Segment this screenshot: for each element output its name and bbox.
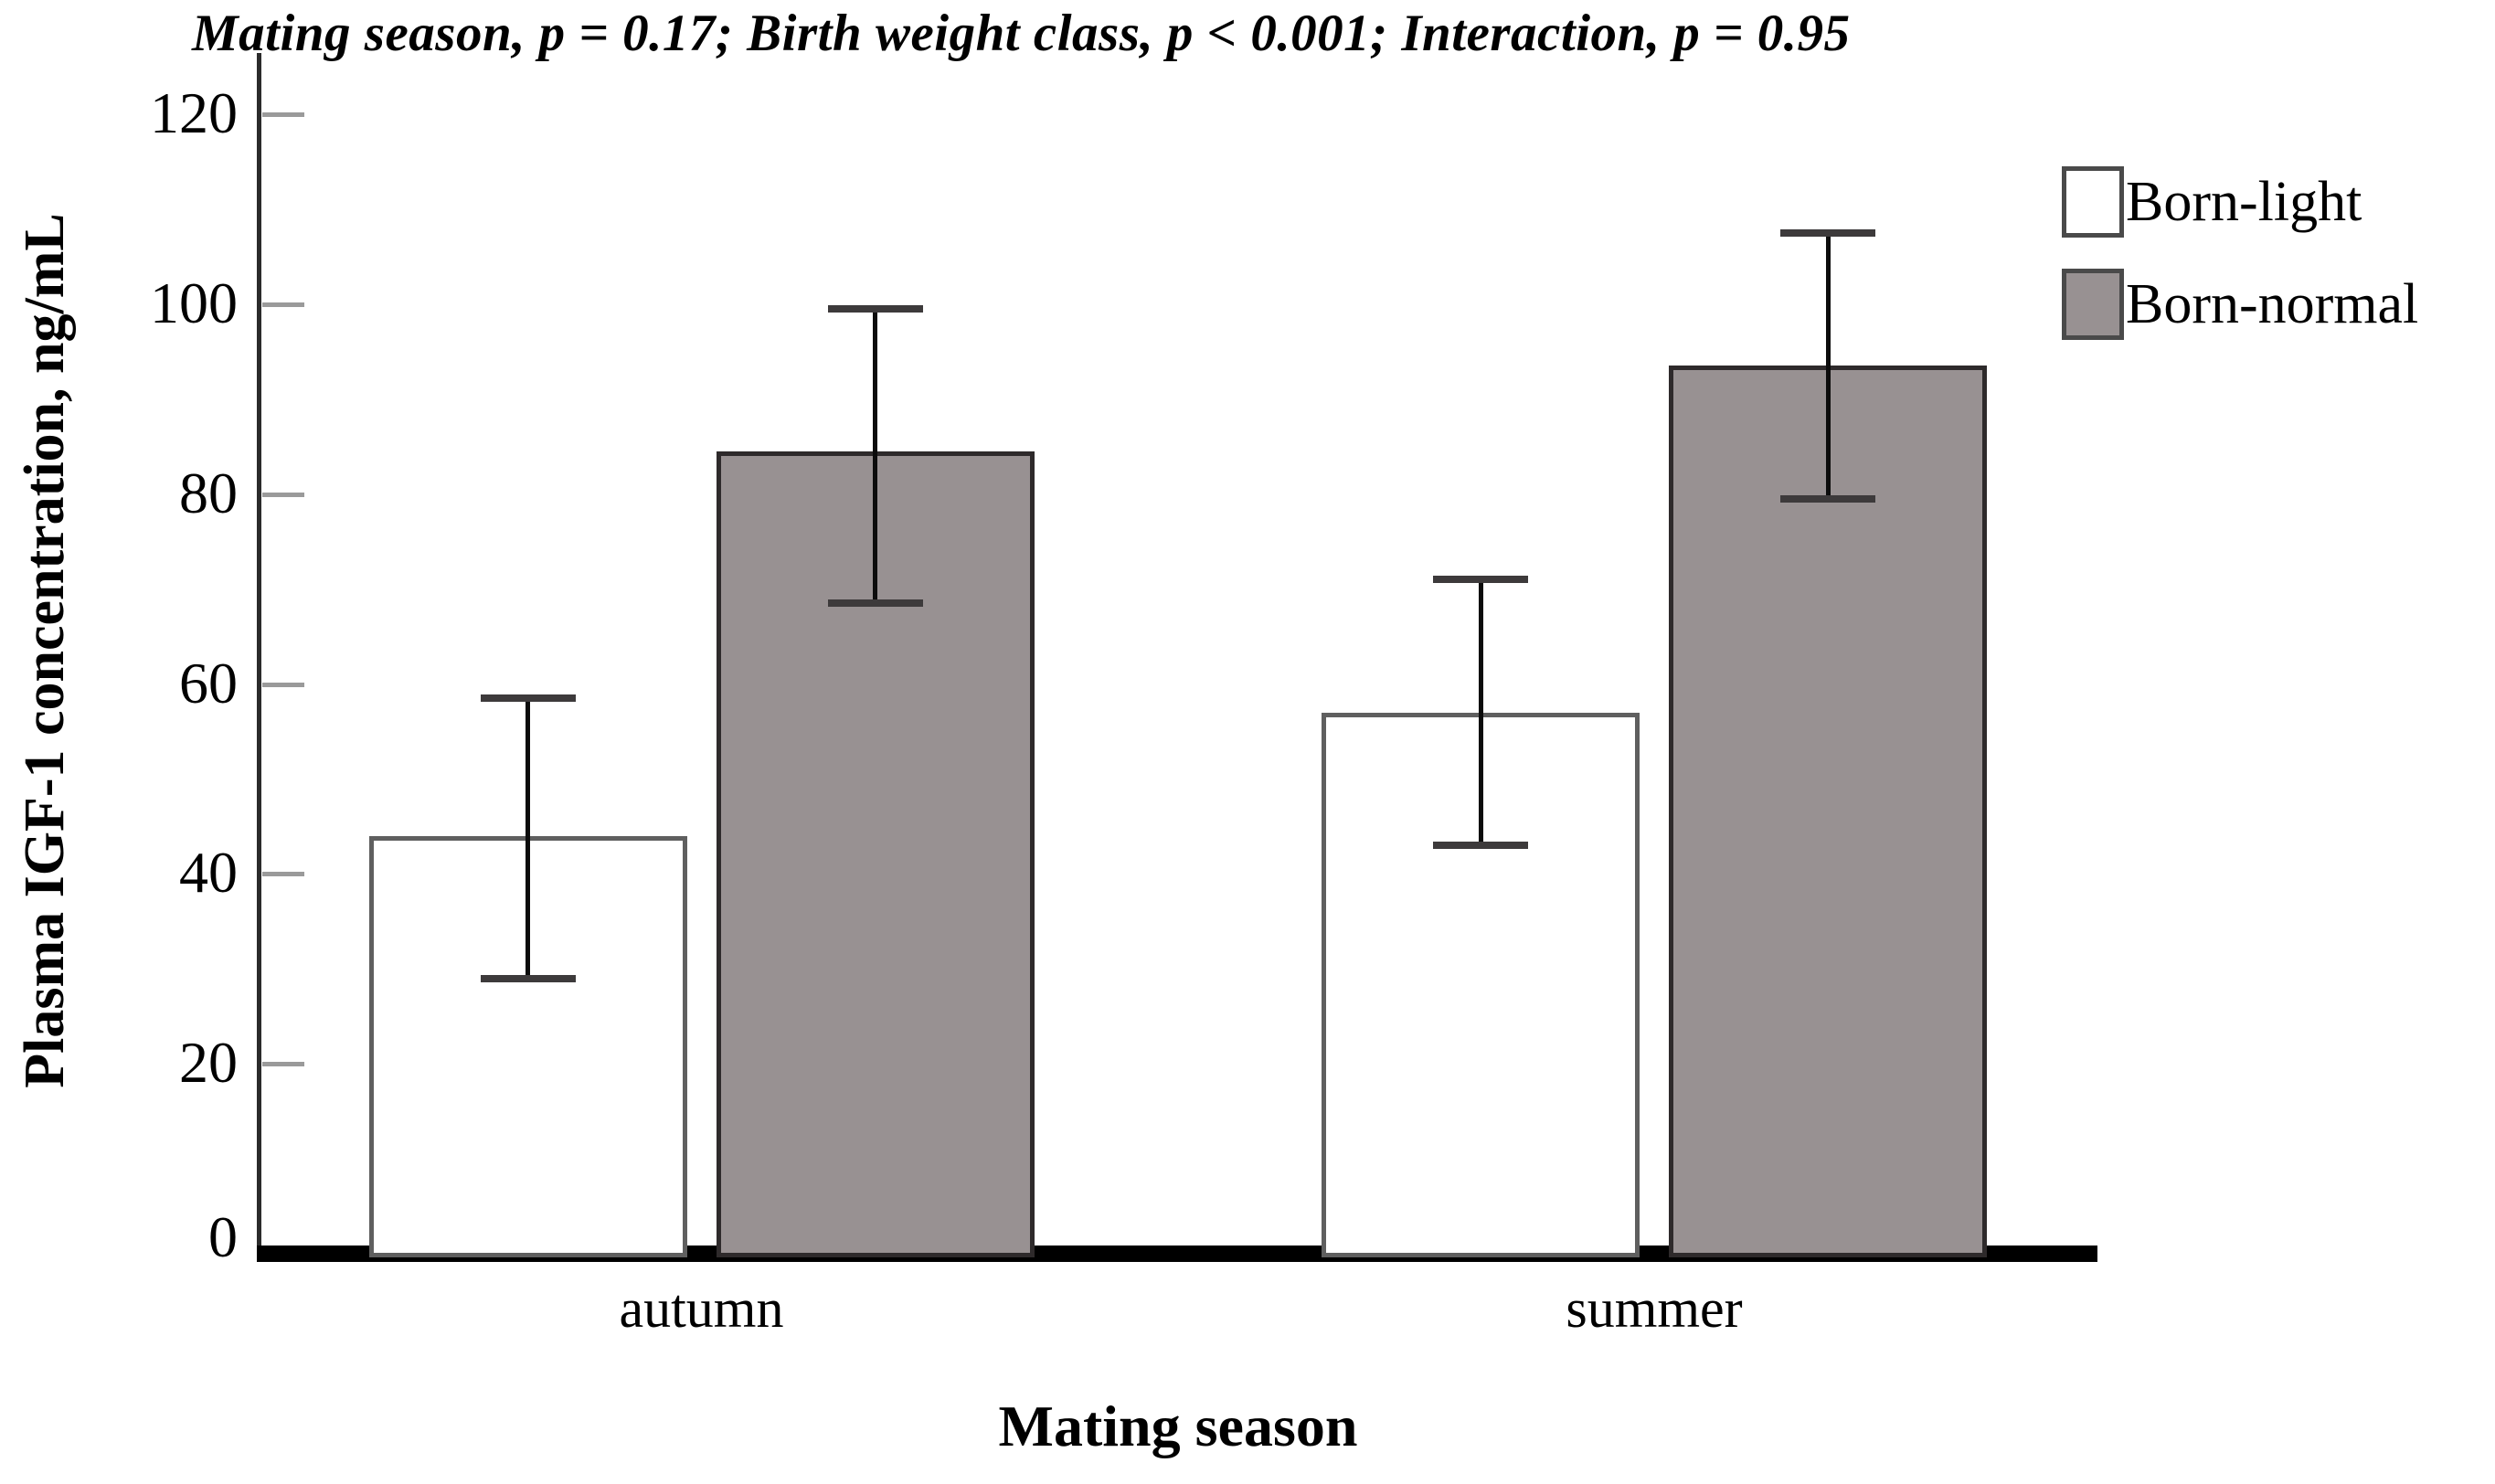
error-line-summer-born-light — [1478, 579, 1483, 846]
error-cap-high-summer-born-normal — [1780, 228, 1875, 237]
legend: Born-light Born-normal — [2062, 166, 2418, 371]
y-axis-title: Plasma IGF-1 concentration, ng/mL — [14, 213, 76, 1088]
y-tick-120 — [262, 112, 304, 117]
error-cap-low-summer-born-light — [1433, 842, 1528, 850]
y-tick-label-0: 0 — [208, 1204, 238, 1269]
error-line-summer-born-normal — [1825, 232, 1831, 499]
legend-label-born-light: Born-light — [2126, 170, 2362, 233]
bar-summer-born-normal — [1669, 366, 1987, 1257]
y-tick-60 — [262, 682, 304, 687]
error-cap-high-autumn-born-light — [480, 694, 576, 703]
legend-swatch-born-light — [2062, 166, 2124, 238]
error-cap-high-autumn-born-normal — [827, 305, 923, 313]
legend-swatch-born-normal — [2062, 269, 2124, 340]
y-tick-label-120: 120 — [150, 80, 238, 145]
y-tick-label-40: 40 — [179, 840, 238, 906]
y-tick-label-60: 60 — [179, 650, 238, 716]
x-category-label-autumn: autumn — [619, 1278, 784, 1339]
y-tick-40 — [262, 872, 304, 877]
error-cap-high-summer-born-light — [1433, 576, 1528, 584]
y-tick-label-100: 100 — [150, 270, 238, 335]
x-axis-title: Mating season — [998, 1394, 1358, 1458]
legend-label-born-normal: Born-normal — [2126, 272, 2419, 335]
y-tick-80 — [262, 492, 304, 497]
bar-autumn-born-light — [368, 835, 687, 1257]
error-cap-low-autumn-born-light — [480, 974, 576, 982]
x-category-label-summer: summer — [1566, 1278, 1743, 1339]
legend-item-born-normal: Born-normal — [2062, 269, 2418, 340]
legend-item-born-light: Born-light — [2062, 166, 2418, 238]
y-axis-line — [257, 53, 261, 1256]
error-line-autumn-born-normal — [873, 309, 877, 604]
error-line-autumn-born-light — [526, 698, 530, 979]
chart-title-pvalues: Mating season, p = 0.17; Birth weight cl… — [192, 5, 1851, 62]
error-cap-low-autumn-born-normal — [827, 599, 923, 608]
y-tick-label-20: 20 — [179, 1030, 238, 1096]
error-cap-low-summer-born-normal — [1780, 494, 1875, 503]
y-tick-100 — [262, 302, 304, 307]
y-tick-20 — [262, 1062, 304, 1067]
y-tick-label-80: 80 — [179, 460, 238, 525]
